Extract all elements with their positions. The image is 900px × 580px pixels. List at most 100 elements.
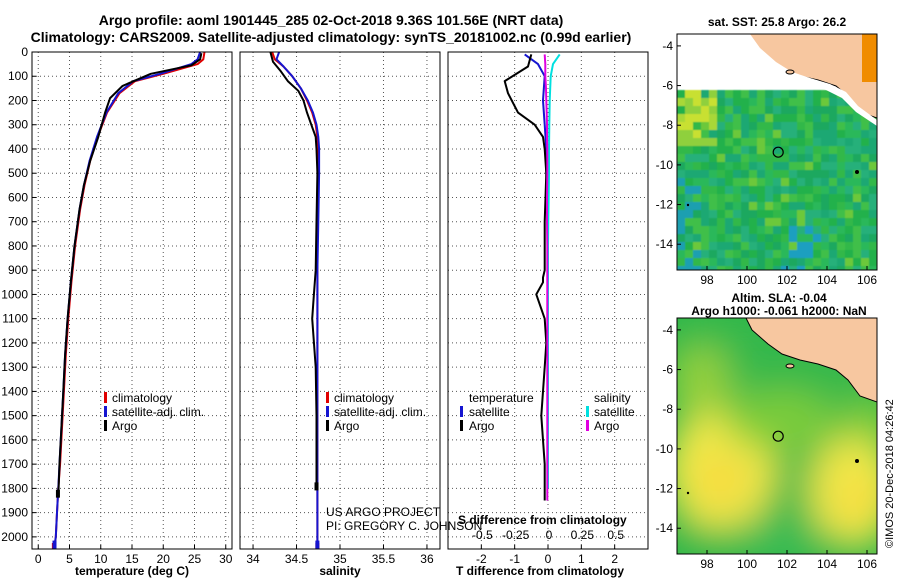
sst-cell [765, 194, 773, 202]
sst-cell [773, 154, 781, 162]
sst-cell [757, 154, 765, 162]
sst-cell [701, 170, 709, 178]
sst-cell [677, 154, 685, 162]
sst-cell [861, 242, 869, 250]
sst-cell [709, 226, 717, 234]
sst-cell [701, 162, 709, 170]
sst-cell [845, 234, 853, 242]
sst-cell [829, 146, 837, 154]
sst-cell [725, 106, 733, 114]
sst-cell [757, 114, 765, 122]
sst-cell [805, 234, 813, 242]
sst-cell [869, 170, 877, 178]
sst-cell [789, 186, 797, 194]
sst-cell [709, 146, 717, 154]
sst-cell [725, 114, 733, 122]
sst-cell [813, 122, 821, 130]
sst-cell [765, 138, 773, 146]
sst-cell [733, 250, 741, 258]
sst-cell [773, 146, 781, 154]
sst-cell [693, 234, 701, 242]
sst-cell [709, 242, 717, 250]
sst-cell [845, 106, 853, 114]
sst-cell [813, 234, 821, 242]
sst-cell [845, 242, 853, 250]
sst-cell [709, 138, 717, 146]
y-tick-label: 800 [8, 239, 28, 253]
y-tick-label: 300 [8, 118, 28, 132]
sst-cell [765, 98, 773, 106]
legend-label-satellite: satellite-adj. clim. [334, 405, 426, 419]
temperature-panel: 0 5 10 15 20 25 30 0 100 200 300 400 500 600 700 800 90… [1, 45, 232, 578]
sst-cell [677, 162, 685, 170]
sst-cell [829, 162, 837, 170]
sst-cell [741, 218, 749, 226]
y-tick-label: 500 [8, 166, 28, 180]
sst-map-frame [676, 33, 878, 271]
sst-cell [797, 138, 805, 146]
sst-cell [765, 266, 773, 270]
sst-cell [805, 106, 813, 114]
sst-cell [829, 202, 837, 210]
sst-cell [821, 226, 829, 234]
sst-cell [773, 234, 781, 242]
sst-cell [677, 122, 685, 130]
legend-swatch-climatology [326, 392, 329, 403]
sst-cell [829, 178, 837, 186]
sst-cell [821, 122, 829, 130]
sst-cell [789, 178, 797, 186]
sst-cell [805, 194, 813, 202]
sst-cell [789, 98, 797, 106]
sst-cell [709, 162, 717, 170]
sst-cell [693, 122, 701, 130]
sst-cell [797, 226, 805, 234]
sst-cell [781, 226, 789, 234]
sst-cell [709, 122, 717, 130]
lat-tick-label: -12 [656, 482, 674, 496]
sst-cell [685, 178, 693, 186]
sst-cell [717, 130, 725, 138]
sst-cell [781, 114, 789, 122]
sst-cell [845, 178, 853, 186]
sst-cell [709, 98, 717, 106]
sst-cell [845, 170, 853, 178]
sst-cell [701, 90, 709, 98]
sst-cell [749, 90, 757, 98]
sst-cell [781, 178, 789, 186]
sst-cell [829, 186, 837, 194]
sst-cell [725, 202, 733, 210]
sst-cell [781, 122, 789, 130]
sst-cell [853, 202, 861, 210]
y-tick-label: 1300 [1, 360, 28, 374]
sst-cell [805, 138, 813, 146]
sst-cell [693, 210, 701, 218]
sst-cell [773, 194, 781, 202]
sst-cell [741, 234, 749, 242]
lon-tick-label: 100 [737, 273, 757, 287]
sst-cell [741, 226, 749, 234]
sst-cell [797, 234, 805, 242]
sst-cell [853, 122, 861, 130]
sst-cell [725, 178, 733, 186]
sst-cell [709, 202, 717, 210]
lon-tick-label: 104 [817, 557, 837, 571]
sst-cell [869, 202, 877, 210]
x-tick-label: 10 [94, 552, 108, 566]
sst-cell [773, 258, 781, 266]
sst-cell [781, 162, 789, 170]
sst-cell [821, 218, 829, 226]
sst-cell [837, 106, 845, 114]
sst-cell [709, 90, 717, 98]
sst-cell [733, 130, 741, 138]
sst-cell [717, 226, 725, 234]
sst-cell [861, 146, 869, 154]
lat-tick-label: -8 [662, 402, 673, 416]
sst-cell [717, 218, 725, 226]
sst-cell [709, 170, 717, 178]
lat-tick-label: -14 [656, 521, 674, 535]
sst-cell [693, 170, 701, 178]
sst-cell [685, 154, 693, 162]
sst-cell [797, 202, 805, 210]
sst-cell [725, 242, 733, 250]
sst-cell [701, 218, 709, 226]
